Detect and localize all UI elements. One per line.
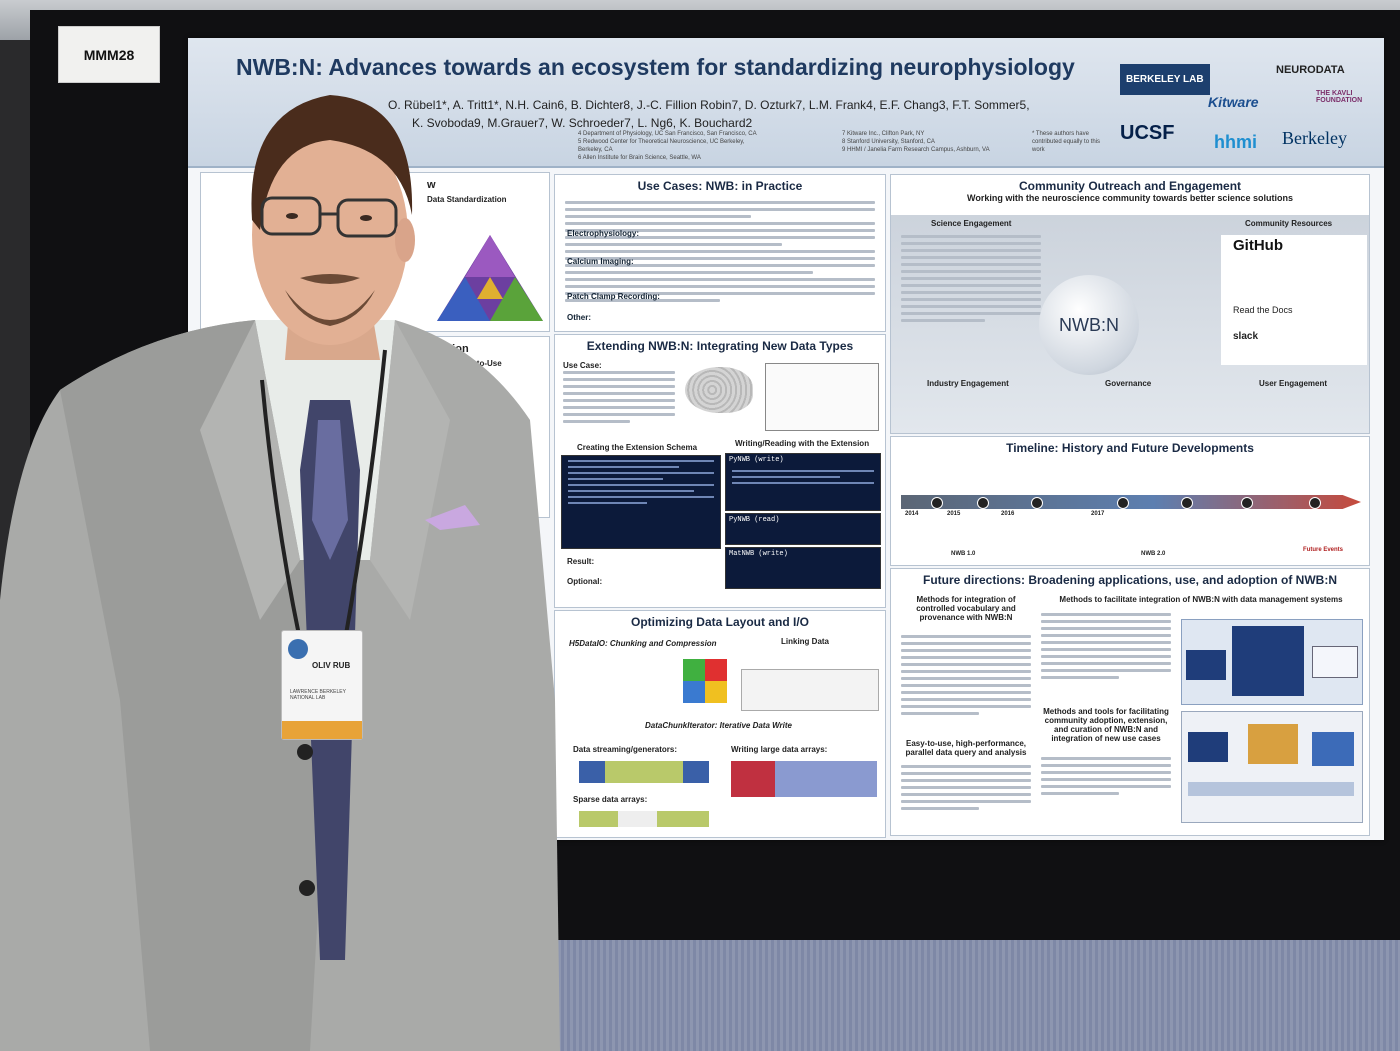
kavli-logo: THE KAVLI FOUNDATION bbox=[1316, 90, 1363, 104]
community-tools-diagram bbox=[1181, 711, 1363, 823]
ucsf-logo: UCSF bbox=[1120, 122, 1175, 144]
timeline-panel: Timeline: History and Future Development… bbox=[890, 436, 1370, 566]
timeline-title: Timeline: History and Future Development… bbox=[1006, 441, 1254, 455]
brain-illustration bbox=[685, 367, 753, 413]
streaming-diagram bbox=[579, 761, 709, 783]
hhmi-logo: hhmi bbox=[1214, 132, 1257, 152]
sparse-array-diagram bbox=[579, 811, 709, 827]
nwbn-center-logo: NWB:N bbox=[1039, 275, 1139, 375]
future-title: Future directions: Broadening applicatio… bbox=[922, 573, 1337, 587]
extending-panel: Extending NWB:N: Integrating New Data Ty… bbox=[554, 334, 886, 608]
community-diagram: Science Engagement Community Resources N… bbox=[891, 215, 1369, 433]
badge-name: OLIV RUB bbox=[312, 661, 351, 670]
chunking-cube bbox=[683, 659, 727, 703]
extending-title: Extending NWB:N: Integrating New Data Ty… bbox=[586, 339, 854, 353]
community-panel: Community Outreach and Engagement Workin… bbox=[890, 174, 1370, 434]
standards-pyramid-diagram bbox=[437, 235, 543, 321]
use-cases-title: Use Cases: NWB: in Practice bbox=[637, 179, 803, 193]
name-badge: OLIV RUB LAWRENCE BERKELEY NATIONAL LAB bbox=[281, 630, 363, 740]
schema-diagram bbox=[765, 363, 879, 431]
use-cases-panel: Use Cases: NWB: in Practice Electrophysi… bbox=[554, 174, 886, 332]
affiliation-note: * These authors have contributed equally… bbox=[1032, 131, 1101, 153]
poster-title: NWB:N: Advances towards an ecosystem for… bbox=[236, 54, 1075, 80]
large-array-diagram bbox=[731, 761, 877, 797]
future-panel: Future directions: Broadening applicatio… bbox=[890, 568, 1370, 836]
authors-line-2: K. Svoboda9, M.Grauer7, W. Schroeder7, L… bbox=[412, 116, 753, 130]
affiliation-column-1: 4 Department of Physiology, UC San Franc… bbox=[578, 131, 757, 161]
badge-color-strip bbox=[282, 721, 362, 739]
berkeley-lab-logo: BERKELEY LAB bbox=[1120, 64, 1210, 95]
community-subtitle: Working with the neuroscience community … bbox=[967, 193, 1293, 203]
affiliation-column-2: 7 Kitware Inc., Clifton Park, NY 8 Stanf… bbox=[842, 131, 990, 153]
kitware-logo: Kitware bbox=[1208, 94, 1259, 110]
neurodata-logo: NEURODATA bbox=[1276, 64, 1345, 76]
data-management-diagram bbox=[1181, 619, 1363, 705]
optimizing-panel: Optimizing Data Layout and I/O H5DataIO:… bbox=[554, 610, 886, 838]
research-poster: NWB:N: Advances towards an ecosystem for… bbox=[188, 38, 1384, 840]
conference-logo-icon bbox=[288, 639, 308, 659]
community-title: Community Outreach and Engagement bbox=[1018, 179, 1242, 193]
schema-code-block bbox=[561, 455, 721, 549]
pynwb-read-code: PyNWB (read) bbox=[725, 513, 881, 545]
resources-list: GitHub Read the Docs slack bbox=[1221, 235, 1367, 365]
authors-line-1: O. Rübel1*, A. Tritt1*, N.H. Cain6, B. D… bbox=[388, 98, 1030, 112]
optimizing-title: Optimizing Data Layout and I/O bbox=[630, 615, 809, 629]
badge-organization: LAWRENCE BERKELEY NATIONAL LAB bbox=[290, 689, 346, 701]
booth-number-tag: MMM28 bbox=[58, 26, 160, 83]
matnwb-write-code: MatNWB (write) bbox=[725, 547, 881, 589]
pynwb-write-code: PyNWB (write) bbox=[725, 453, 881, 511]
linking-diagram bbox=[741, 669, 879, 711]
poster-authors: O. Rübel1*, A. Tritt1*, N.H. Cain6, B. D… bbox=[388, 96, 1148, 132]
sponsor-logos: BERKELEY LAB Kitware NEURODATA THE KAVLI… bbox=[1116, 60, 1378, 160]
uc-berkeley-logo: Berkeley bbox=[1282, 128, 1347, 148]
